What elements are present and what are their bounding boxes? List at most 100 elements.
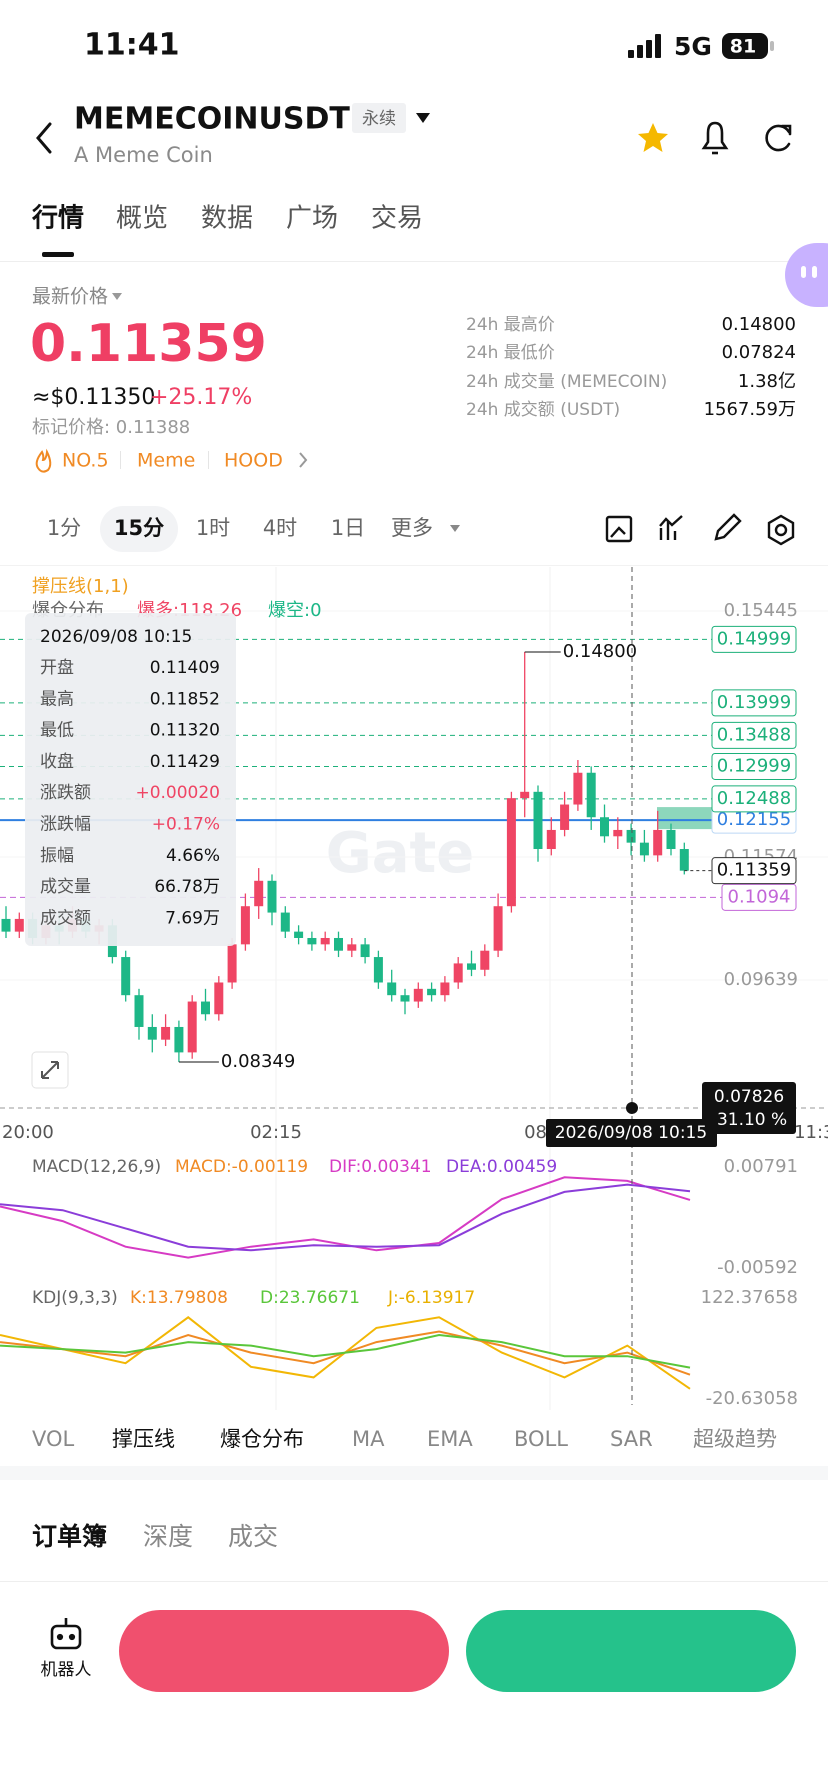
timeframe[interactable]: 1时 [196,516,230,540]
indicator-tab[interactable]: 撑压线 [112,1427,175,1451]
tag[interactable]: Meme [137,450,195,472]
favorite-star[interactable] [638,123,668,152]
kdj-axis-label: 122.37658 [701,1287,798,1308]
level-box [711,721,797,749]
timeframe-selected-bg [100,506,178,552]
tab[interactable]: 概览 [116,204,168,234]
tooltip-value: 66.78万 [154,877,220,897]
bell-icon[interactable] [701,121,729,155]
indicator-tab[interactable]: BOLL [514,1427,568,1451]
back-button[interactable] [36,122,52,154]
tooltip-value: 4.66% [166,846,220,866]
sr-label: 0.13488 [717,724,791,745]
candle-body [360,944,370,958]
indicator-tab[interactable]: 爆仓分布 [220,1427,304,1451]
tag-divider [120,451,121,469]
candle-body [307,937,317,945]
candle-body [347,944,357,951]
battery [722,33,768,59]
candle-body [201,1001,210,1015]
assistant-bubble[interactable] [785,243,828,307]
stat-label: 24h 成交额 (USDT) [466,400,620,420]
book-tab[interactable]: 深度 [143,1522,193,1551]
subtitle: A Meme Coin [74,143,213,167]
book-tab[interactable]: 订单簿 [32,1522,107,1551]
clock: 11:41 [84,28,180,63]
level-label-blue: 0.12155 [717,809,791,830]
kdj-legend: KDJ(9,3,3) [32,1288,118,1308]
tag[interactable]: NO.5 [62,450,109,472]
flame-icon [35,448,52,473]
tab-underline [42,252,74,257]
liquidation-label: 0.1094 [728,886,791,907]
mark-price: 标记价格: 0.11388 [32,417,190,438]
candle-body [14,918,24,932]
tooltip-value: +0.17% [152,815,220,835]
candle-body [453,963,463,983]
time-axis-label: 02:15 [250,1122,302,1143]
tab[interactable]: 交易 [371,204,423,234]
more-dropdown[interactable] [450,525,460,532]
cross-time-box [546,1119,717,1147]
price-axis-label: 0.15445 [724,600,798,621]
candle-body [493,906,503,951]
liq-short: 爆空:0 [268,600,322,621]
indicator-tab[interactable]: SAR [610,1427,653,1451]
tooltip-date: 2026/09/08 10:15 [40,627,192,647]
dropdown-arrow[interactable] [416,113,430,123]
candle-body [227,944,237,983]
robot-label[interactable]: 机器人 [41,1660,92,1680]
candle-body [174,1026,184,1053]
price-dropdown[interactable] [112,293,122,300]
candle-body [639,842,649,856]
battery-level: 81 [730,36,756,58]
candle-body [387,982,397,996]
cross-price-box [702,1082,796,1134]
stat-label: 24h 最高价 [466,315,555,335]
kdj-axis-label: -20.63058 [706,1388,798,1409]
level-box [721,883,797,911]
low-annotation: 0.08349 [221,1051,295,1072]
chart-tools[interactable] [605,513,795,546]
candle-body [506,798,516,907]
tooltip-value: 0.11409 [150,658,220,678]
level-box [711,689,797,717]
timeframe[interactable]: 4时 [263,516,297,540]
timeframe[interactable]: 15分 [114,516,164,540]
candle-body [613,829,623,837]
open-button[interactable] [119,1610,449,1692]
tags-more[interactable] [299,452,308,468]
tooltip-value: +0.00020 [135,783,220,803]
battery-nub [770,41,774,51]
tooltip-label: 成交额 [40,908,91,928]
tab[interactable]: 行情 [31,203,84,234]
kline-chart: Gate0.154450.115740.096390.10940.121550.… [0,567,828,1410]
tab[interactable]: 广场 [286,204,338,234]
tooltip-value: 0.11852 [150,689,220,709]
candle-body [334,937,343,951]
tooltip-label: 振幅 [40,846,74,866]
contract-tag: 永续 [362,109,396,129]
timeframe[interactable]: 1分 [47,516,81,540]
tag-divider [208,451,209,469]
last-price-label: 0.11359 [717,860,791,881]
indicator-tab[interactable]: 超级趋势 [693,1427,777,1451]
tag[interactable]: HOOD [224,450,283,472]
candle-body [161,1026,171,1040]
timeframe[interactable]: 更多 [391,516,433,540]
close-button[interactable] [466,1610,796,1692]
dea-value: DEA:0.00459 [446,1157,557,1177]
share-icon[interactable] [765,124,792,152]
candle-body [187,1001,197,1053]
indicator-tab[interactable]: VOL [32,1427,75,1451]
book-tab[interactable]: 成交 [228,1522,278,1551]
indicator-tab[interactable]: EMA [427,1427,473,1451]
level-box [711,857,797,885]
candle-body [280,912,290,932]
tab[interactable]: 数据 [201,204,253,234]
indicator-tab[interactable]: MA [352,1427,385,1451]
robot-icon[interactable] [50,1618,82,1650]
candle-body [467,963,476,970]
timeframe[interactable]: 1日 [331,516,365,540]
